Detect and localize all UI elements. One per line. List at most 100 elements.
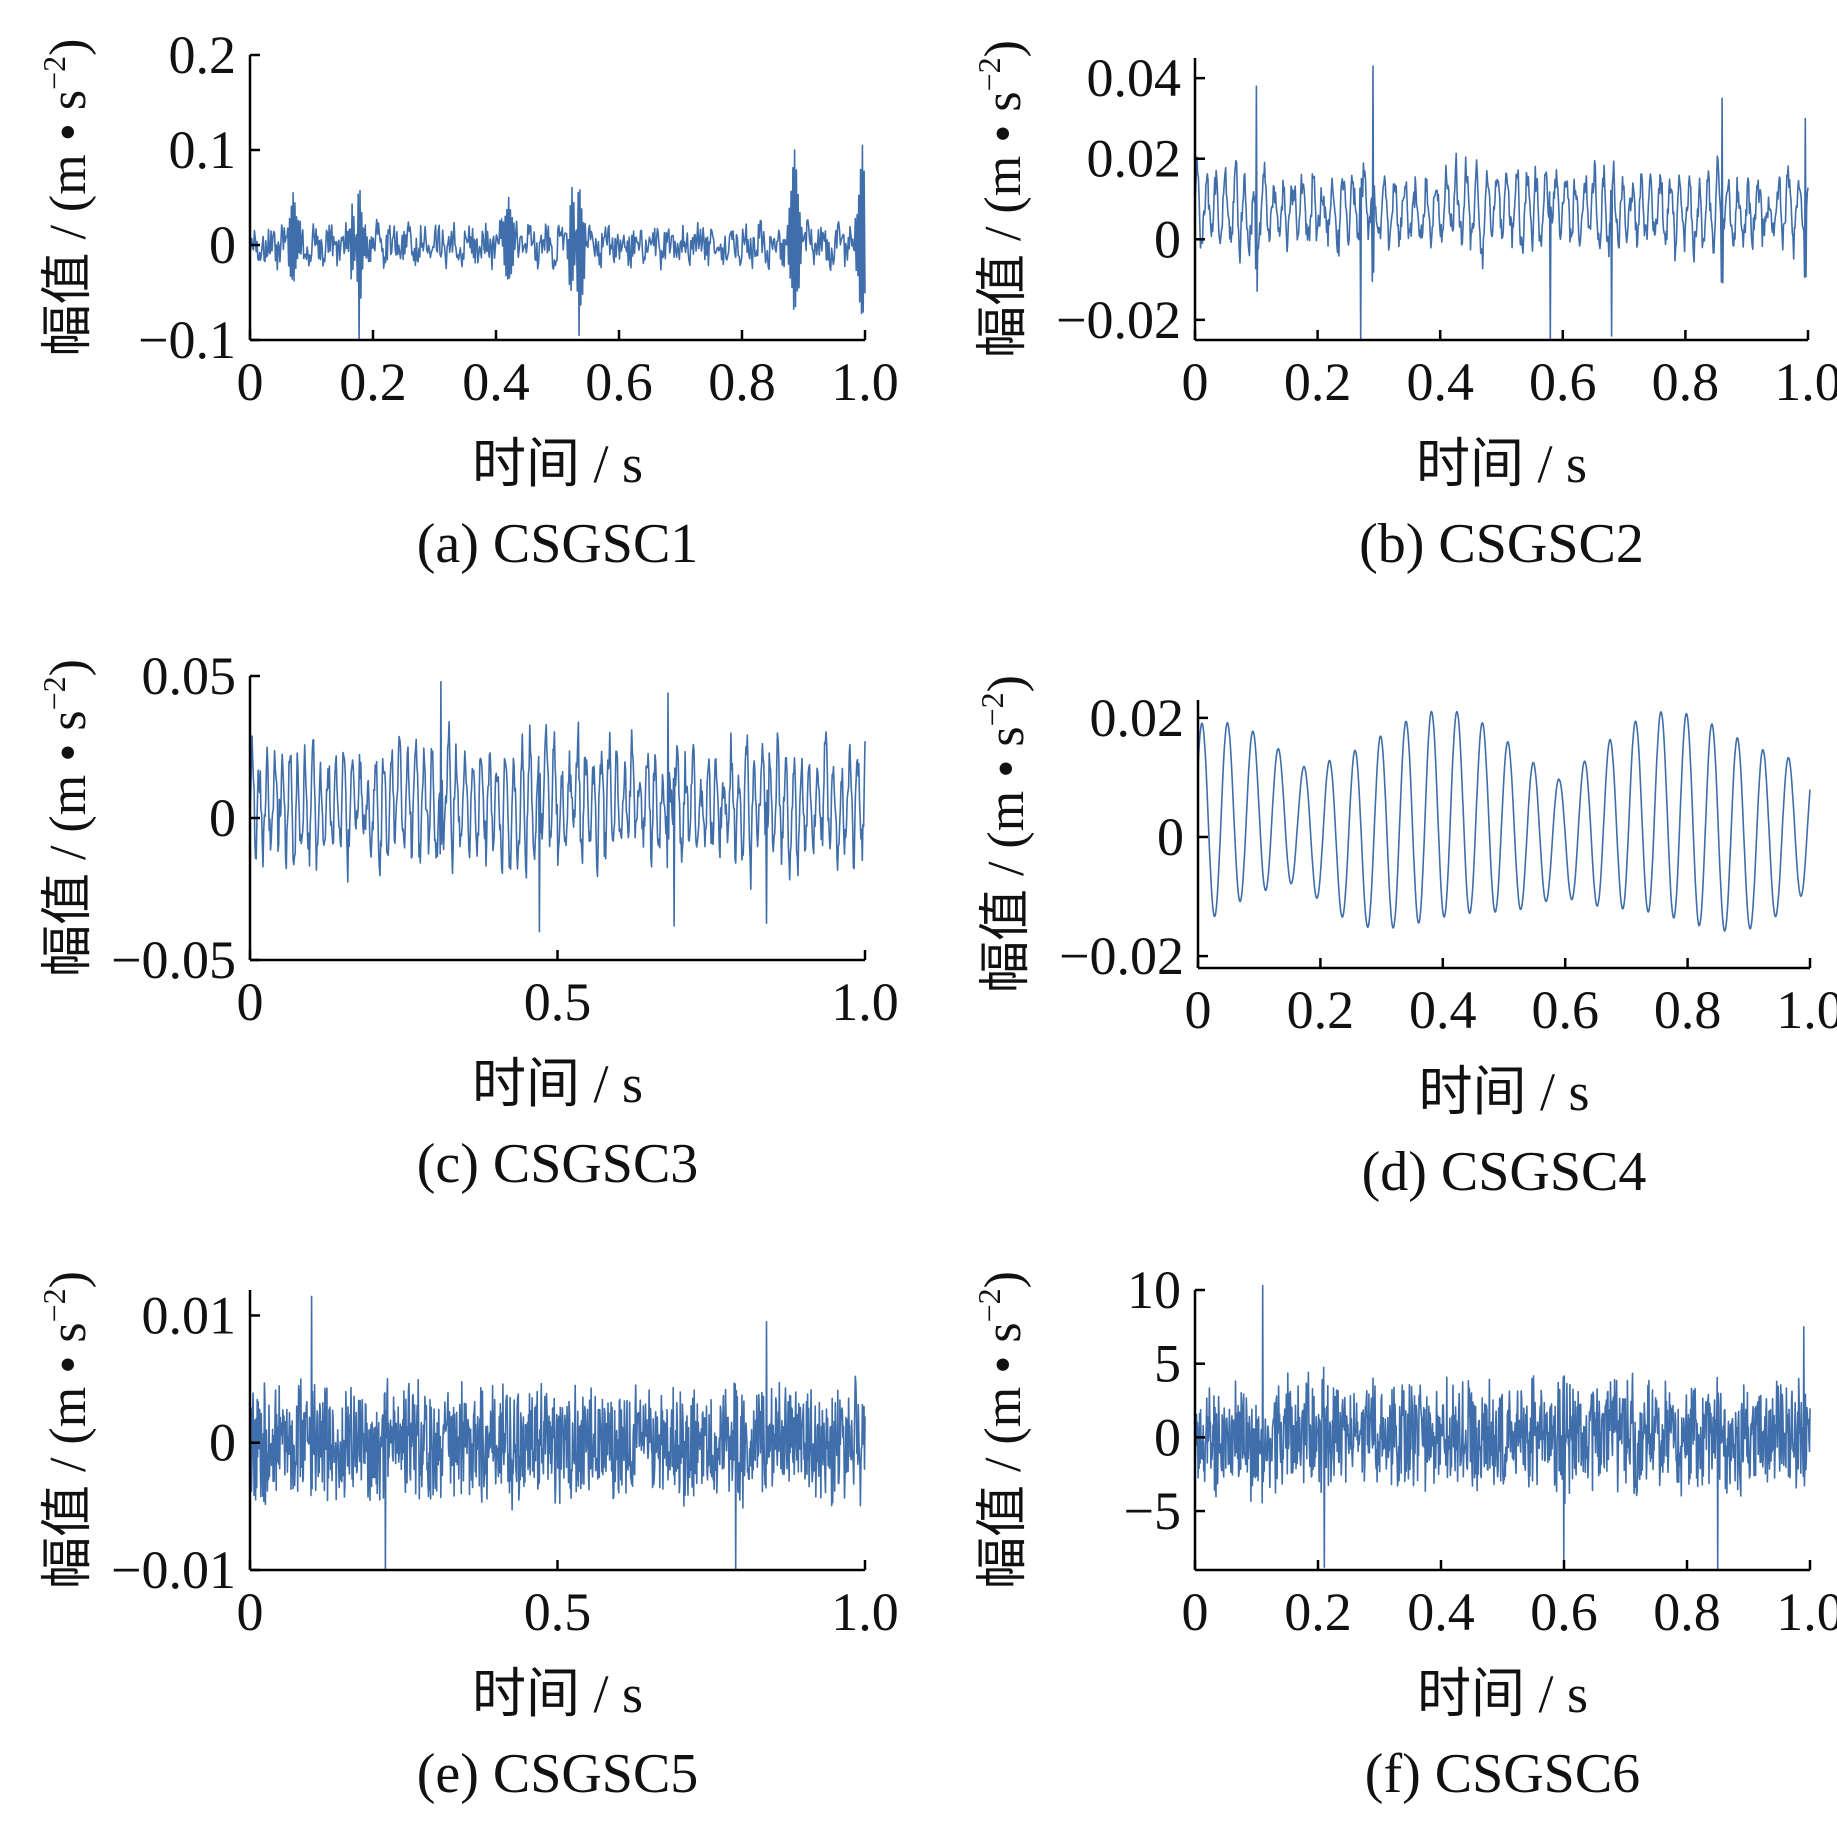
x-tick-label: 0.2 — [1284, 1582, 1352, 1642]
y-axis-label-prefix: 幅值 / (m • s — [975, 1322, 1032, 1589]
y-axis-label: 幅值 / (m • s−2) — [974, 675, 1035, 993]
y-axis-label-suffix: ) — [40, 1271, 97, 1288]
series-line — [249, 680, 866, 933]
x-tick-label: 1.0 — [831, 972, 899, 1032]
y-axis-label: 幅值 / (m • s−2) — [36, 38, 97, 356]
subplot-caption: (a) CSGSC1 — [417, 513, 699, 575]
y-axis-label-sup: −2 — [36, 56, 72, 90]
series-line — [1197, 710, 1811, 932]
y-axis-label: 幅值 / (m • s−2) — [971, 40, 1032, 358]
subplot-caption: (e) CSGSC5 — [417, 1743, 699, 1805]
x-tick-label: 1.0 — [1774, 352, 1837, 412]
y-tick-label: −0.02 — [1059, 926, 1184, 986]
x-tick-label: 0.5 — [524, 972, 592, 1032]
x-tick-label: 0 — [237, 1582, 264, 1642]
x-axis-label: 时间 / s — [1417, 1664, 1588, 1724]
y-axis-label-suffix: ) — [40, 659, 97, 676]
x-tick-label: 0.6 — [585, 352, 653, 412]
y-axis-label: 幅值 / (m • s−2) — [36, 659, 97, 977]
x-axis-label: 时间 / s — [1416, 434, 1587, 494]
y-tick-label: −0.1 — [138, 310, 236, 370]
x-tick-label: 0.4 — [1409, 980, 1477, 1040]
y-axis-label-prefix: 幅值 / (m • s — [978, 726, 1035, 993]
x-axis-label: 时间 / s — [472, 1664, 643, 1724]
series-line — [1194, 65, 1809, 341]
x-tick-label: 0.2 — [1284, 352, 1352, 412]
x-tick-label: 0 — [1182, 1582, 1209, 1642]
x-tick-label: 0.6 — [1531, 980, 1599, 1040]
x-tick-label: 0.8 — [708, 352, 776, 412]
x-tick-label: 0.6 — [1529, 352, 1597, 412]
x-tick-label: 0.8 — [1654, 980, 1722, 1040]
series-line — [249, 1295, 866, 1571]
y-axis-label: 幅值 / (m • s−2) — [36, 1271, 97, 1589]
y-axis-label-suffix: ) — [978, 675, 1035, 692]
x-tick-label: 0 — [237, 352, 264, 412]
x-tick-label: 1.0 — [831, 352, 899, 412]
y-axis-label-sup: −2 — [971, 57, 1007, 91]
y-axis-label-sup: −2 — [36, 676, 72, 710]
x-tick-label: 0 — [1182, 352, 1209, 412]
x-tick-label: 0.4 — [462, 352, 530, 412]
y-tick-label: −0.02 — [1056, 290, 1181, 350]
x-tick-label: 0.2 — [339, 352, 407, 412]
y-axis-label-prefix: 幅值 / (m • s — [40, 90, 97, 357]
x-axis-label: 时间 / s — [472, 1054, 643, 1114]
y-axis-label-prefix: 幅值 / (m • s — [975, 91, 1032, 358]
y-tick-label: 0 — [1154, 1407, 1181, 1467]
y-tick-label: 10 — [1127, 1260, 1181, 1320]
x-tick-label: 0 — [237, 972, 264, 1032]
x-tick-label: 0.6 — [1530, 1582, 1598, 1642]
y-tick-label: 0 — [209, 788, 236, 848]
x-tick-label: 1.0 — [831, 1582, 899, 1642]
y-tick-label: 0.02 — [1087, 129, 1182, 189]
y-tick-label: −5 — [1124, 1481, 1181, 1541]
y-axis-label-prefix: 幅值 / (m • s — [40, 1322, 97, 1589]
subplot-caption: (b) CSGSC2 — [1359, 513, 1644, 575]
y-axis-label-sup: −2 — [971, 1288, 1007, 1322]
y-tick-label: 0.04 — [1087, 48, 1182, 108]
x-tick-label: 1.0 — [1776, 1582, 1837, 1642]
y-tick-label: 0.2 — [169, 25, 237, 85]
y-tick-label: 0 — [209, 215, 236, 275]
x-tick-label: 0.8 — [1652, 352, 1720, 412]
y-axis-label: 幅值 / (m • s−2) — [971, 1271, 1032, 1589]
y-tick-label: 0.01 — [142, 1285, 237, 1345]
y-tick-label: 0.1 — [169, 120, 237, 180]
y-tick-label: 0.02 — [1090, 688, 1185, 748]
y-tick-label: 0 — [209, 1413, 236, 1473]
series-line — [1194, 1284, 1811, 1570]
x-tick-label: 0.2 — [1287, 980, 1355, 1040]
y-tick-label: 0 — [1157, 807, 1184, 867]
y-axis-label-sup: −2 — [974, 692, 1010, 726]
x-tick-label: 0.8 — [1653, 1582, 1721, 1642]
subplot-caption: (c) CSGSC3 — [417, 1133, 699, 1195]
x-axis-label: 时间 / s — [1418, 1062, 1589, 1122]
subplot-1: 0 0.2 0.4 0.6 0.8 1.0−0.100.10.2幅值 / (m • s−2… — [36, 25, 899, 575]
x-tick-label: 0.4 — [1407, 1582, 1475, 1642]
y-tick-label: −0.01 — [111, 1540, 236, 1600]
x-tick-label: 1.0 — [1776, 980, 1837, 1040]
y-axis-label-sup: −2 — [36, 1288, 72, 1322]
y-tick-label: −0.05 — [111, 930, 236, 990]
y-axis-label-suffix: ) — [40, 38, 97, 55]
x-tick-label: 0.5 — [524, 1582, 592, 1642]
x-tick-label: 0.4 — [1406, 352, 1474, 412]
y-tick-label: 0 — [1154, 209, 1181, 269]
series-line — [249, 144, 866, 341]
x-tick-label: 0 — [1185, 980, 1212, 1040]
x-axis-label: 时间 / s — [472, 434, 643, 494]
y-axis-label-suffix: ) — [975, 1271, 1032, 1288]
y-axis-label-prefix: 幅值 / (m • s — [40, 710, 97, 977]
subplot-caption: (d) CSGSC4 — [1362, 1141, 1647, 1203]
y-axis-label-suffix: ) — [975, 40, 1032, 57]
y-tick-label: 5 — [1154, 1334, 1181, 1394]
subplot-caption: (f) CSGSC6 — [1365, 1743, 1640, 1805]
y-tick-label: 0.05 — [142, 646, 237, 706]
